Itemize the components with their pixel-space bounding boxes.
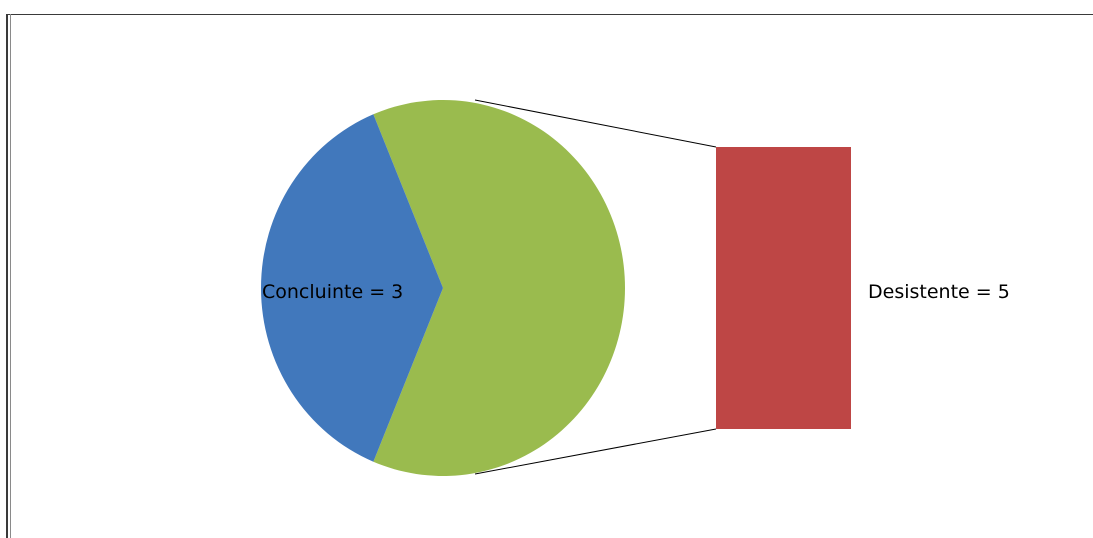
pie-group — [261, 99, 625, 477]
chart-frame-left-border — [6, 14, 8, 538]
bar-segment-desistente — [716, 147, 851, 429]
connector-lines — [474, 99, 717, 475]
chart-frame-left-inner-border — [10, 14, 11, 538]
secondary-bar-group — [716, 147, 851, 429]
connector-line-top — [474, 99, 717, 148]
pie-slice-desistente — [373, 99, 625, 477]
chart-frame-top-border — [6, 14, 1093, 15]
pie-slice-concluinte — [261, 114, 443, 462]
connector-line-bottom — [474, 428, 717, 475]
data-label-desistente: Desistente = 5 — [868, 281, 1010, 303]
data-label-concluinte: Concluinte = 3 — [262, 281, 403, 303]
